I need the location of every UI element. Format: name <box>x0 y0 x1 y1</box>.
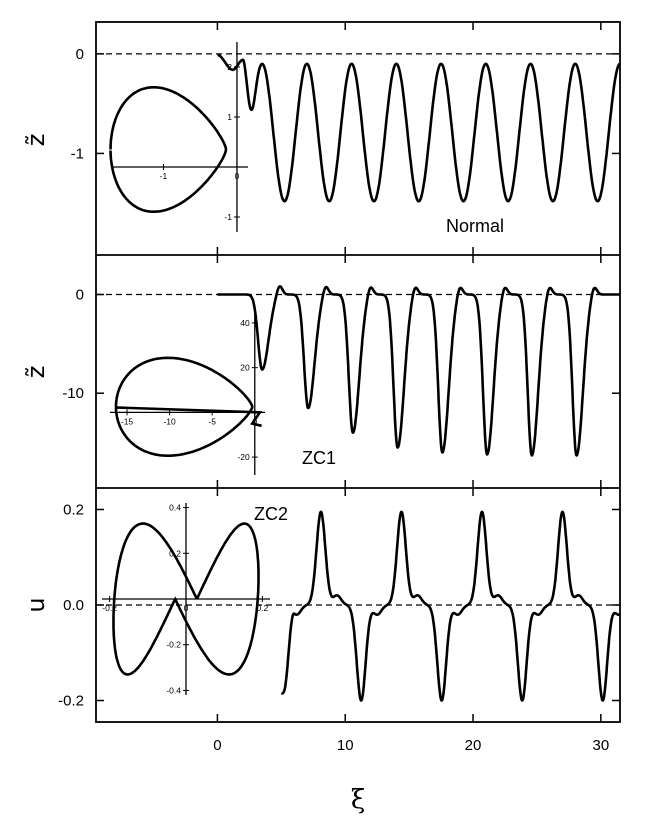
x-tick-label: 10 <box>337 737 354 754</box>
panel-label-normal: Normal <box>446 216 504 236</box>
plot-frame <box>95 21 621 723</box>
y-tick-label: -10 <box>62 385 84 402</box>
panel-label-zc1: ZC1 <box>302 448 336 468</box>
panel-zc1: 0 -10 -15 -10 -5 0 40 20 -20 ZC1 z̃ <box>22 285 621 475</box>
y-axis-label: z̃ <box>22 134 50 147</box>
inset-x-tick-label: 0.2 <box>256 603 268 613</box>
inset-y-tick-label: 40 <box>240 318 250 328</box>
series-line-zc1 <box>216 285 621 457</box>
x-tick-label: 20 <box>465 737 482 754</box>
y-tick-label: -1 <box>71 145 84 162</box>
y-tick-label: 0.2 <box>63 501 84 518</box>
inset-y-tick-label: 0.4 <box>169 503 181 513</box>
x-tick-label: 30 <box>592 737 609 754</box>
y-tick-label: 0 <box>76 46 84 63</box>
inset-x-tick-label: -1 <box>160 171 168 181</box>
y-axis-ticks: 0.2 0.0 -0.2 <box>58 501 620 710</box>
series-line-zc2 <box>280 510 621 702</box>
inset-phase-curve <box>112 522 260 676</box>
inset-y-tick-label: -0.2 <box>166 640 181 650</box>
y-axis-ticks: 0 -10 <box>62 286 620 402</box>
inset-phase-portrait-normal: -1 0 2 1 -1 <box>109 42 248 232</box>
panel-normal: 0 -1 -1 0 2 1 -1 Normal z̃ <box>22 42 621 236</box>
inset-phase-curve <box>114 356 263 457</box>
y-axis-label: u <box>22 597 50 612</box>
inset-y-tick-label: 2 <box>227 62 232 72</box>
panel-label-zc2: ZC2 <box>254 504 288 524</box>
y-tick-label: 0.0 <box>63 597 84 614</box>
panel-zc2: 0.2 0.0 -0.2 -0.2 0 0.2 0.4 0.2 -0.2 -0.4 ZC2 u <box>22 501 621 710</box>
inset-y-tick-label: 20 <box>240 363 250 373</box>
inset-y-tick-label: 1 <box>227 112 232 122</box>
x-tick-label: 0 <box>213 737 221 754</box>
inset-y-tick-label: 0.2 <box>169 548 181 558</box>
y-tick-label: -0.2 <box>58 693 84 710</box>
inset-phase-curve <box>109 86 228 213</box>
y-tick-label: 0 <box>76 286 84 303</box>
x-axis-label: ξ <box>351 785 365 815</box>
inset-x-tick-label: -5 <box>208 416 216 426</box>
y-axis-label: z̃ <box>22 366 50 379</box>
inset-y-tick-label: -1 <box>224 212 232 222</box>
x-axis-ticks: 0 10 20 30 <box>213 22 609 754</box>
inset-phase-portrait-zc2: -0.2 0 0.2 0.4 0.2 -0.2 -0.4 <box>102 503 270 695</box>
inset-x-tick-label: 0 <box>235 171 240 181</box>
inset-x-tick-label: 0 <box>184 603 189 613</box>
inset-y-tick-label: -0.4 <box>166 685 181 695</box>
inset-x-tick-label: -0.2 <box>102 603 117 613</box>
series-line-normal <box>216 53 621 203</box>
inset-x-tick-label: -15 <box>121 416 134 426</box>
inset-y-tick-label: -20 <box>237 452 250 462</box>
inset-x-tick-label: -10 <box>163 416 176 426</box>
